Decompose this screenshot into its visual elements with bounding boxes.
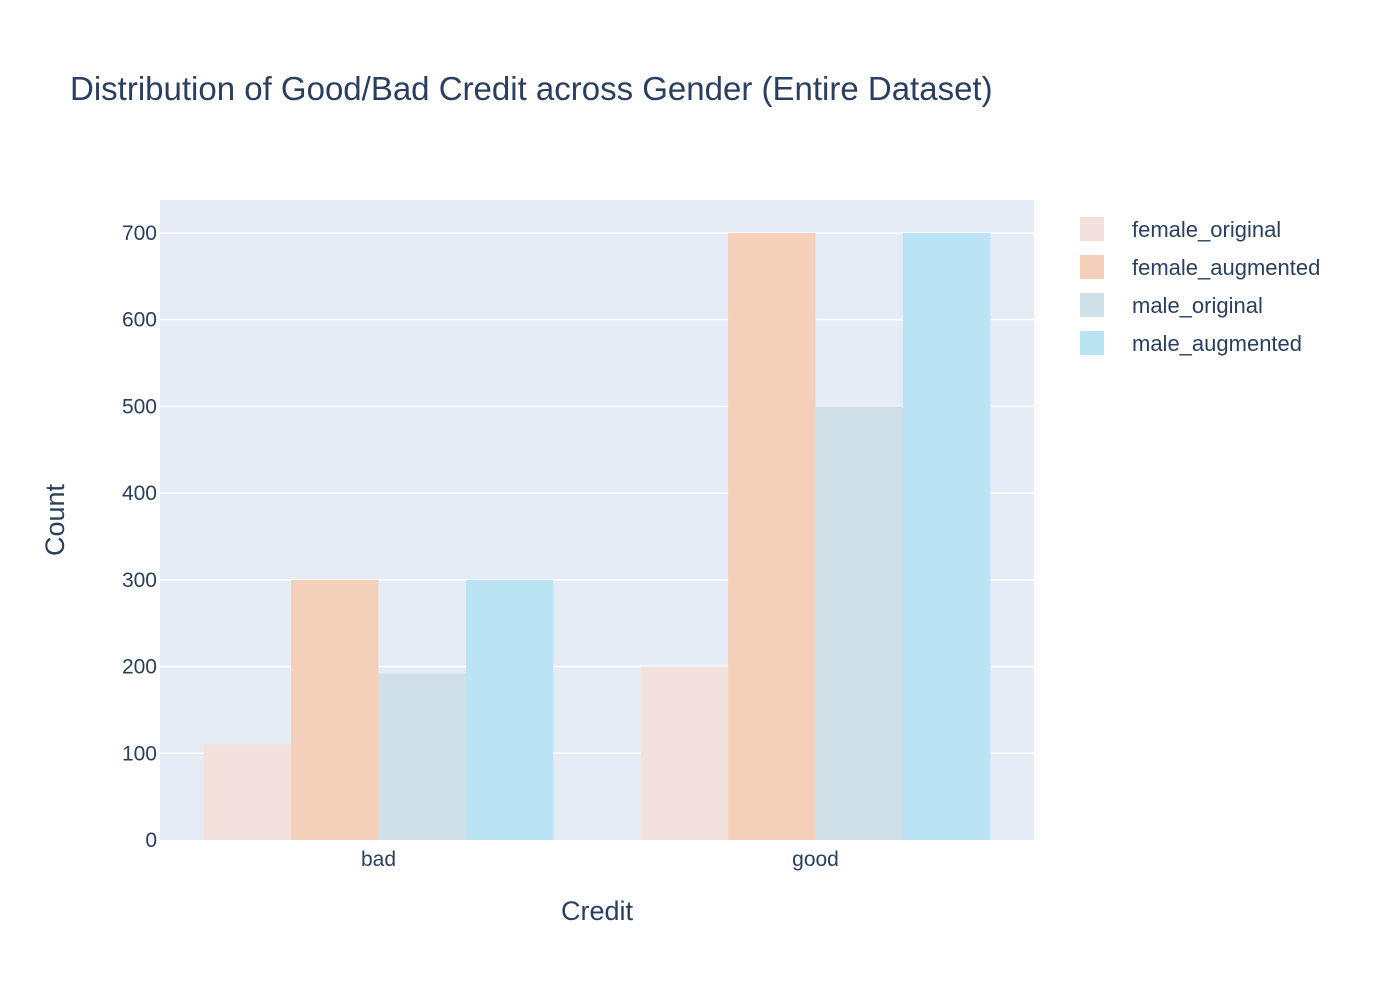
bar-male_augmented-bad xyxy=(465,579,554,840)
bar-male_original-good xyxy=(815,406,903,840)
legend-item-male_original[interactable]: male_original xyxy=(1080,293,1263,318)
bar-female_augmented-bad xyxy=(291,579,379,840)
legend-label: male_original xyxy=(1132,293,1263,318)
legend-label: male_augmented xyxy=(1132,331,1302,356)
y-tick-label: 0 xyxy=(145,829,157,852)
bar-female_original-bad xyxy=(203,744,292,840)
legend-swatch xyxy=(1080,293,1104,317)
bars xyxy=(203,232,991,841)
legend-label: female_augmented xyxy=(1132,255,1320,280)
y-tick-label: 100 xyxy=(122,742,157,765)
y-tick-label: 200 xyxy=(122,656,157,679)
bar-male_original-bad xyxy=(378,673,466,840)
legend-item-female_original[interactable]: female_original xyxy=(1080,217,1281,242)
y-tick-label: 300 xyxy=(122,569,157,592)
legend-swatch xyxy=(1080,255,1104,279)
y-tick-label: 500 xyxy=(122,395,157,418)
x-tick-label: bad xyxy=(361,848,396,871)
y-axis-ticks: 0 100 200 300 400 500 600 700 xyxy=(122,222,157,852)
bar-female_original-good xyxy=(640,666,729,840)
bar-female_augmented-good xyxy=(728,232,816,841)
legend: female_original female_augmented male_orig… xyxy=(1080,217,1320,356)
bar-male_augmented-good xyxy=(902,232,991,841)
y-tick-label: 600 xyxy=(122,309,157,332)
chart-title: Distribution of Good/Bad Credit across G… xyxy=(70,70,993,107)
legend-item-male_augmented[interactable]: male_augmented xyxy=(1080,331,1302,356)
y-tick-label: 700 xyxy=(122,222,157,245)
y-axis-title: Count xyxy=(40,483,70,556)
y-tick-label: 400 xyxy=(122,482,157,505)
legend-label: female_original xyxy=(1132,217,1281,242)
x-axis-title: Credit xyxy=(561,896,634,926)
x-tick-label: good xyxy=(792,848,839,871)
x-axis-ticks: bad good xyxy=(361,848,839,871)
legend-item-female_augmented[interactable]: female_augmented xyxy=(1080,255,1320,280)
legend-swatch xyxy=(1080,217,1104,241)
legend-swatch xyxy=(1080,331,1104,355)
